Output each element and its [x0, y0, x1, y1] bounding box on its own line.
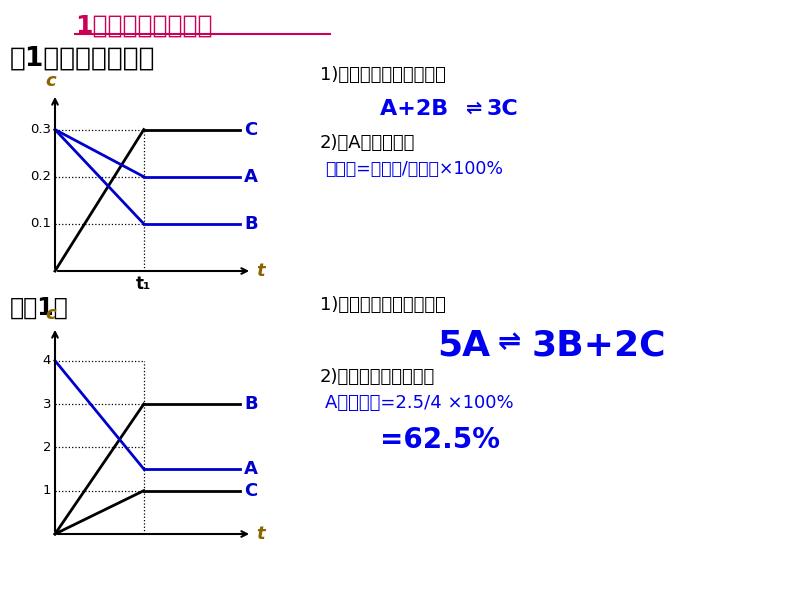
Text: A的转化率=2.5/4 ×100%: A的转化率=2.5/4 ×100% — [325, 394, 514, 412]
Text: c: c — [46, 305, 56, 323]
Text: 转化率=变化量/起始量×100%: 转化率=变化量/起始量×100% — [325, 160, 503, 178]
Text: 1)写出化学反应方程式：: 1)写出化学反应方程式： — [320, 66, 446, 84]
Text: C: C — [244, 482, 257, 499]
Text: C: C — [244, 120, 257, 139]
Text: 0.3: 0.3 — [30, 123, 51, 136]
Text: A: A — [244, 167, 258, 186]
Text: ⇌: ⇌ — [498, 328, 521, 356]
Text: =62.5%: =62.5% — [380, 426, 500, 454]
Text: 2: 2 — [43, 441, 51, 454]
Text: 1: 1 — [43, 484, 51, 497]
Text: 0.2: 0.2 — [30, 170, 51, 183]
Text: ⇌: ⇌ — [465, 99, 481, 118]
Text: 1)写出化学反应方程式：: 1)写出化学反应方程式： — [320, 296, 446, 314]
Text: B: B — [244, 395, 257, 413]
Text: 0.1: 0.1 — [30, 218, 51, 231]
Text: 2)求A的转化率：: 2)求A的转化率： — [320, 134, 415, 152]
Text: （1）看起点和终点: （1）看起点和终点 — [10, 46, 156, 72]
Text: 3C: 3C — [487, 99, 518, 119]
Text: 2)求反应物的转化率：: 2)求反应物的转化率： — [320, 368, 435, 386]
Text: c: c — [46, 72, 56, 90]
Text: t: t — [256, 262, 264, 280]
Text: A: A — [244, 460, 258, 478]
Text: 3: 3 — [43, 398, 51, 411]
Text: B: B — [244, 215, 257, 233]
Text: 5A: 5A — [437, 328, 490, 362]
Text: A+2B: A+2B — [380, 99, 456, 119]
Text: 【练1】: 【练1】 — [10, 296, 69, 320]
Text: 4: 4 — [43, 354, 51, 367]
Text: t₁: t₁ — [137, 275, 152, 293]
Text: 3B+2C: 3B+2C — [532, 328, 666, 362]
Text: 1、浓度－时间图：: 1、浓度－时间图： — [75, 14, 213, 38]
Text: t: t — [256, 525, 264, 543]
